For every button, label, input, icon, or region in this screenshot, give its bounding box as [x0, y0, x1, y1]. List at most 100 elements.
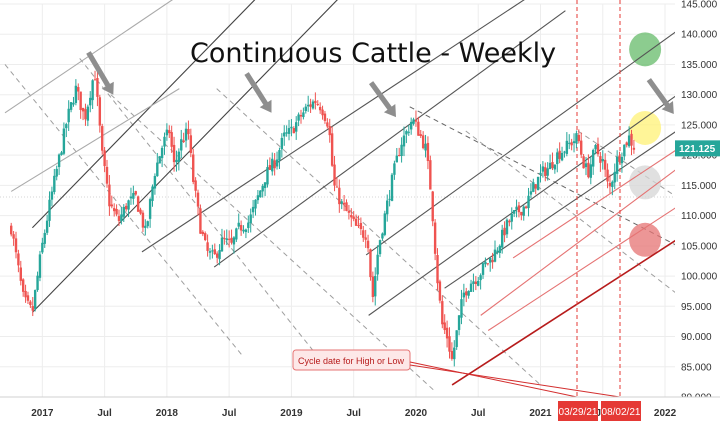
candle-body	[211, 250, 214, 252]
candle-body	[287, 128, 291, 134]
pitchfork-line	[31, 0, 338, 313]
candle-body	[309, 104, 312, 107]
candle-body	[539, 172, 542, 175]
candle-body	[489, 257, 492, 263]
candle-body	[414, 120, 418, 122]
candle-body	[536, 176, 540, 191]
candle-body	[103, 150, 106, 167]
candle-body	[596, 143, 600, 155]
candle-body	[36, 275, 39, 290]
candle-body	[390, 174, 394, 201]
candle-body	[24, 290, 27, 298]
candle-body	[278, 150, 281, 161]
cycle-date-lines	[576, 0, 621, 397]
candle-body	[323, 113, 327, 121]
axis-markers: 121.125 03/29/21 08/02/21	[558, 140, 720, 421]
candle-body	[110, 204, 113, 207]
candle-body	[608, 183, 612, 187]
cycle-date-label: 03/29/21	[559, 407, 598, 418]
candle-body	[172, 144, 176, 163]
candle-body	[220, 237, 224, 252]
candle-body	[582, 156, 585, 169]
candle-body	[239, 225, 243, 231]
candle-body	[522, 206, 525, 216]
candle-body	[261, 185, 264, 192]
chart-title: Continuous Cattle - Weekly	[190, 38, 556, 69]
x-tick-label: 2021	[529, 408, 552, 419]
candle-body	[580, 140, 583, 155]
candle-body	[230, 237, 233, 243]
candle-body	[318, 106, 322, 111]
candle-body	[182, 140, 185, 142]
candle-body	[548, 162, 552, 170]
candle-body	[93, 79, 97, 81]
pitchfork-lines	[4, 0, 678, 386]
candle-body	[565, 140, 569, 154]
candle-body	[524, 206, 528, 209]
candle-body	[510, 213, 513, 222]
candle-body	[402, 135, 406, 147]
candle-body	[247, 222, 250, 229]
pitchfork-line	[512, 148, 678, 259]
candle-body	[429, 160, 432, 190]
candle-body	[455, 330, 458, 348]
x-tick-label: Jul	[97, 408, 112, 419]
candle-body	[572, 141, 576, 144]
x-tick-label: 2022	[654, 408, 677, 419]
candle-body	[122, 206, 125, 217]
candle-body	[204, 233, 207, 240]
candle-body	[120, 214, 123, 221]
candle-body	[512, 210, 516, 214]
annotation-leader	[409, 364, 621, 398]
candle-body	[591, 149, 595, 167]
candle-body	[259, 190, 262, 198]
candle-body	[148, 199, 152, 219]
candle-body	[292, 128, 296, 134]
candle-body	[84, 109, 87, 120]
candle-body	[132, 193, 135, 199]
candle-body	[146, 221, 149, 227]
candle-body	[271, 158, 274, 172]
candle-body	[45, 220, 49, 233]
candle-body	[601, 159, 604, 162]
candle-body	[457, 315, 461, 330]
candle-body	[335, 186, 339, 188]
candle-body	[17, 253, 20, 266]
candle-body	[326, 122, 329, 127]
candle-body	[235, 228, 238, 240]
y-axis: 145.000140.000135.000130.000125.000120.0…	[675, 0, 720, 425]
pitchfork-line	[10, 88, 180, 192]
candle-body	[378, 240, 382, 255]
candle-body	[98, 97, 102, 126]
candle-body	[627, 135, 631, 147]
candle-body	[129, 196, 133, 199]
y-tick-label: 110.000	[681, 211, 717, 222]
candle-body	[577, 134, 581, 142]
candle-body	[551, 162, 554, 169]
x-tick-label: Jul	[346, 408, 361, 419]
candle-body	[141, 212, 145, 228]
target-circle	[629, 222, 662, 257]
candle-body	[376, 254, 379, 275]
candle-body	[479, 275, 482, 281]
y-tick-label: 100.000	[681, 272, 718, 283]
candle-body	[151, 186, 154, 201]
candle-body	[500, 229, 504, 248]
candle-body	[421, 135, 425, 149]
candle-body	[14, 238, 18, 253]
candle-body	[431, 191, 434, 222]
candle-body	[254, 199, 257, 209]
candle-body	[134, 191, 137, 195]
candle-body	[112, 208, 116, 212]
candle-body	[362, 230, 365, 238]
candle-body	[467, 291, 470, 296]
y-tick-label: 145.000	[681, 0, 718, 11]
cycle-date-box	[558, 401, 598, 421]
candle-body	[393, 163, 396, 175]
candle-body	[31, 306, 34, 311]
candle-body	[299, 115, 303, 117]
candle-body	[556, 152, 559, 165]
candle-body	[26, 295, 30, 301]
candle-body	[101, 126, 104, 151]
candle-body	[206, 242, 209, 251]
